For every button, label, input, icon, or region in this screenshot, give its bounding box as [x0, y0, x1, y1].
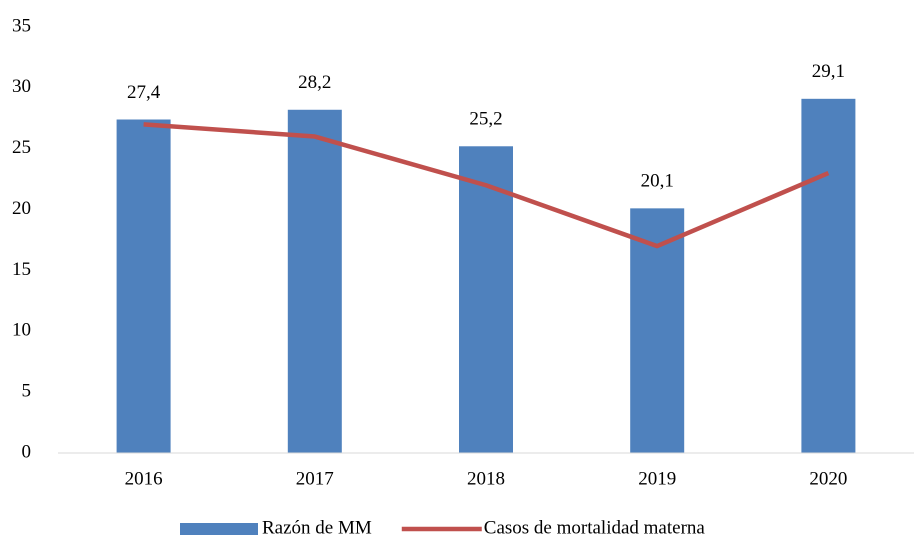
- y-tick-label: 20: [12, 198, 31, 219]
- bar: [459, 146, 513, 453]
- y-tick-label: 15: [12, 259, 31, 280]
- legend-label: Casos de mortalidad materna: [484, 517, 706, 538]
- legend-label: Razón de MM: [262, 517, 372, 538]
- bar: [630, 208, 685, 453]
- bar: [116, 119, 171, 453]
- data-label: 20,1: [641, 171, 674, 192]
- y-tick-label: 10: [12, 320, 31, 341]
- x-tick-label: 2017: [296, 468, 334, 489]
- x-tick-label: 2016: [125, 468, 163, 489]
- y-tick-label: 35: [12, 15, 31, 36]
- bar: [287, 109, 342, 453]
- data-label: 29,1: [812, 61, 845, 82]
- x-tick-label: 2020: [809, 468, 847, 489]
- data-label: 25,2: [469, 109, 502, 130]
- legend-swatch: [180, 523, 258, 535]
- x-tick-label: 2019: [638, 468, 676, 489]
- x-tick-label: 2018: [467, 468, 505, 489]
- bar: [801, 98, 856, 453]
- y-tick-label: 5: [22, 381, 32, 402]
- y-tick-label: 0: [22, 441, 32, 462]
- y-tick-label: 30: [12, 76, 31, 97]
- line: [143, 122, 830, 249]
- data-label: 27,4: [127, 82, 161, 103]
- y-tick-label: 25: [12, 137, 31, 158]
- data-label: 28,2: [298, 72, 331, 93]
